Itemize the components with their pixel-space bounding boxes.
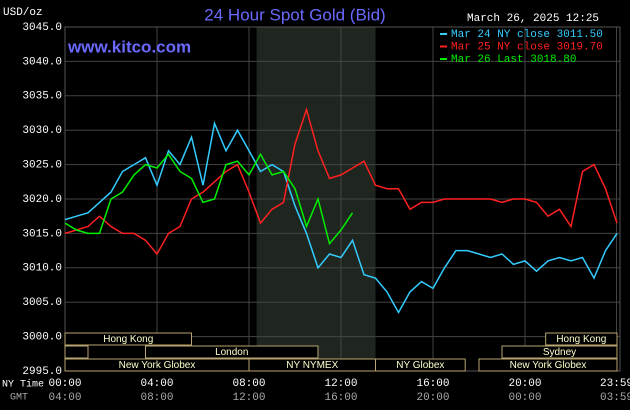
session-label: Sydney <box>543 347 576 358</box>
x-tick-label: 23:59 <box>600 378 630 390</box>
y-tick-label: 3025.0 <box>22 160 62 172</box>
gmt-tick-label: 00:00 <box>508 392 541 404</box>
session-label: Hong Kong <box>556 334 606 345</box>
y-tick-label: 3030.0 <box>22 125 62 137</box>
y-tick-label: 3020.0 <box>22 194 62 206</box>
timestamp: March 26, 2025 12:25 <box>467 13 599 25</box>
ny-time-label: NY Time <box>2 379 44 391</box>
x-tick-label: 08:00 <box>232 378 265 390</box>
session-box <box>145 345 319 359</box>
y-tick-label: 2995.0 <box>22 366 62 378</box>
session-box <box>545 332 618 346</box>
session-label: Hong Kong <box>103 334 153 345</box>
gmt-tick-label: 12:00 <box>232 392 265 404</box>
x-tick-label: 16:00 <box>416 378 449 390</box>
x-tick-label: 12:00 <box>324 378 357 390</box>
session-box <box>64 332 192 346</box>
y-tick-label: 3005.0 <box>22 297 62 309</box>
session-box <box>64 345 89 359</box>
session-label: New York Globex <box>119 360 196 371</box>
legend-label: Mar 25 NY close 3019.70 <box>451 41 603 53</box>
session-box <box>478 358 618 372</box>
y-tick-label: 3045.0 <box>22 22 62 34</box>
y-tick-label: 3010.0 <box>22 263 62 275</box>
legend-label: Mar 26 Last 3018.80 <box>451 54 576 66</box>
x-tick-label: 20:00 <box>508 378 541 390</box>
session-label: London <box>215 347 248 358</box>
gmt-tick-label: 08:00 <box>140 392 173 404</box>
gmt-tick-label: 04:00 <box>48 392 81 404</box>
x-tick-label: 00:00 <box>48 378 81 390</box>
y-axis-label: USD/oz <box>3 7 43 19</box>
series-line <box>64 152 354 246</box>
chart-title: 24 Hour Spot Gold (Bid) <box>204 5 385 24</box>
y-tick-label: 3000.0 <box>22 332 62 344</box>
gmt-label: GMT <box>10 393 28 404</box>
gmt-tick-label: 20:00 <box>416 392 449 404</box>
x-tick-label: 04:00 <box>140 378 173 390</box>
session-label: NY Globex <box>396 360 444 371</box>
y-tick-label: 3015.0 <box>22 228 62 240</box>
session-box <box>375 358 466 372</box>
y-tick-label: 3035.0 <box>22 91 62 103</box>
legend-label: Mar 24 NY close 3011.50 <box>451 29 603 41</box>
session-label: NY NYMEX <box>286 360 338 371</box>
gmt-tick-label: 03:59 <box>600 392 630 404</box>
gmt-tick-label: 16:00 <box>324 392 357 404</box>
website: www.kitco.com <box>67 37 191 56</box>
series-line <box>64 107 618 256</box>
session-box <box>501 345 618 359</box>
series-line <box>64 120 618 315</box>
y-tick-label: 3040.0 <box>22 56 62 68</box>
session-label: New York Globex <box>510 360 587 371</box>
